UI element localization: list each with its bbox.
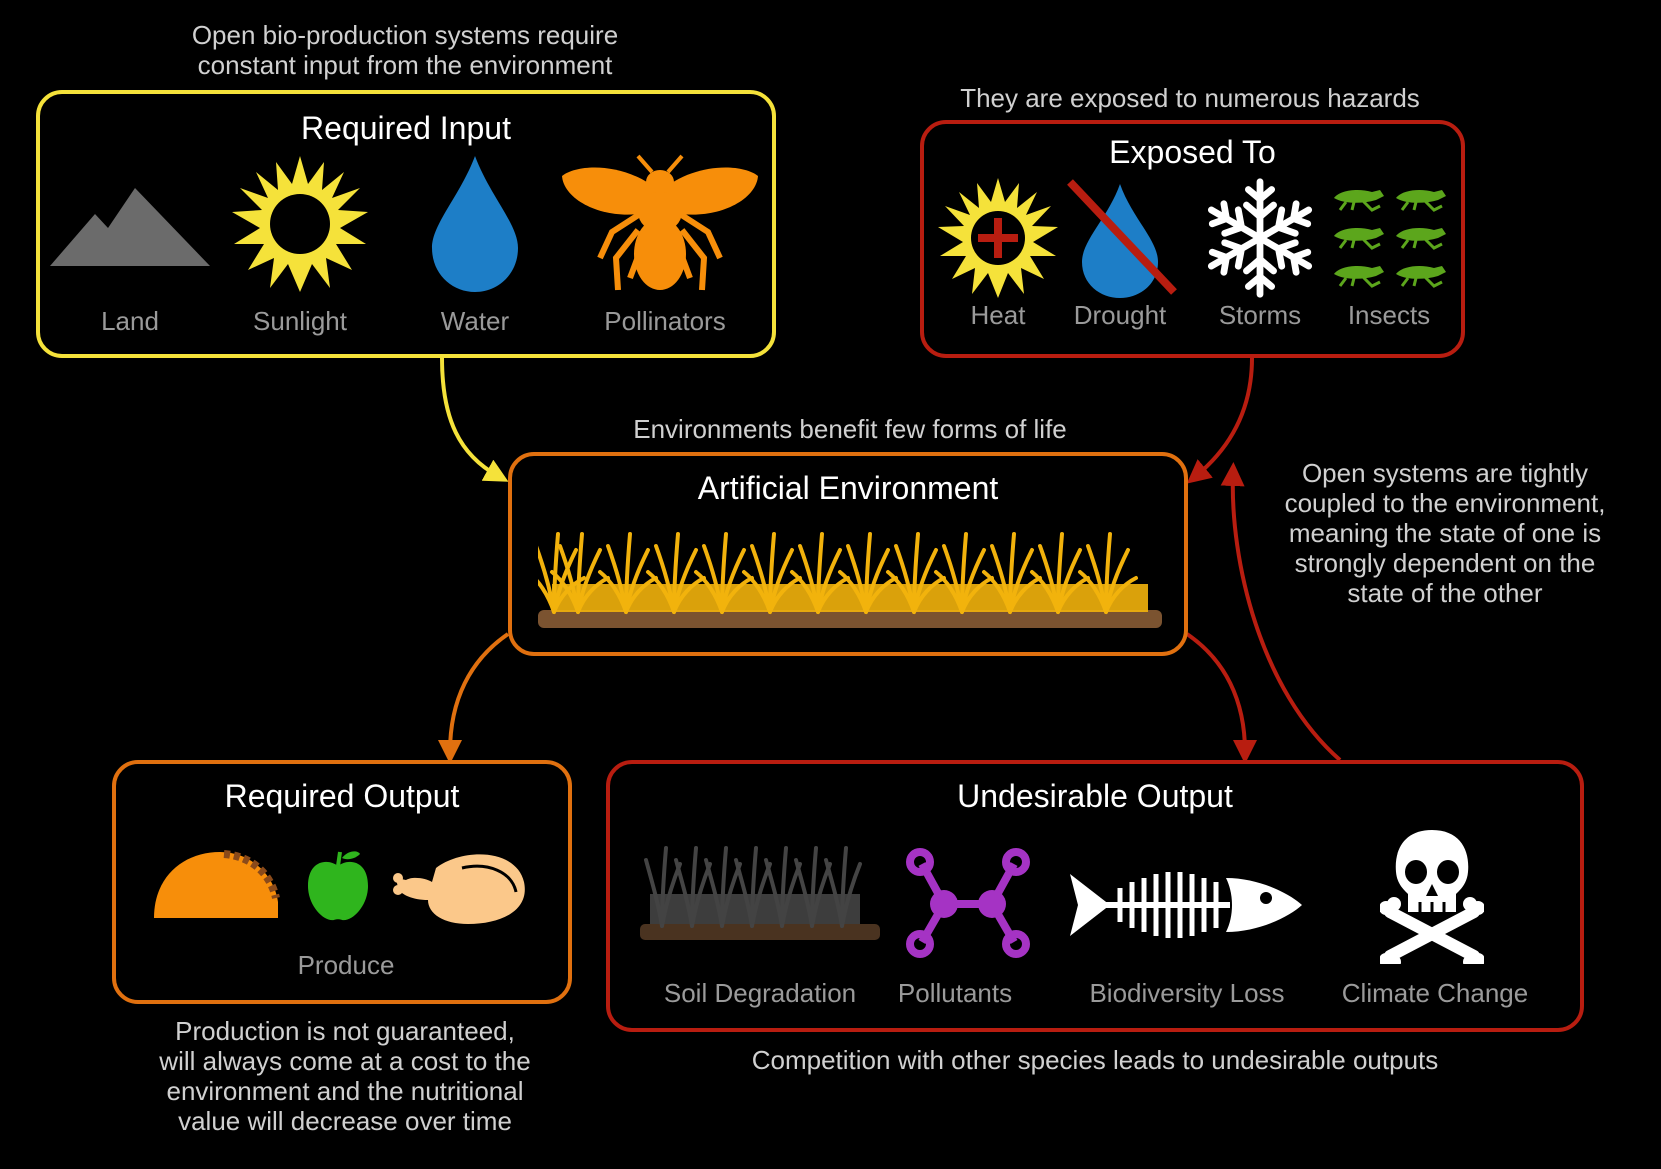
drought-label: Drought	[1073, 300, 1167, 330]
hot-sun-icon	[936, 176, 1060, 300]
artificial-environment-title: Artificial Environment	[697, 470, 999, 506]
pollutants-label: Pollutants	[897, 978, 1013, 1008]
undesirable-output-title: Undesirable Output	[957, 778, 1233, 814]
climate-change-label: Climate Change	[1341, 978, 1529, 1008]
taco-icon	[150, 848, 282, 920]
exposed-to-box: Exposed To Heat Drought	[920, 120, 1465, 358]
note-production-not-guaranteed: Production is not guaranteed, will alway…	[159, 1016, 531, 1136]
snowflake-icon	[1196, 176, 1324, 300]
molecule-icon	[906, 848, 1030, 958]
pollinators-label: Pollinators	[604, 306, 726, 336]
required-input-box: Required Input Land Sunlight Water	[36, 90, 776, 358]
exposed-to-title: Exposed To	[1109, 134, 1276, 170]
apple-icon	[306, 848, 370, 922]
water-drop-icon	[430, 156, 520, 292]
skull-crossbones-icon	[1380, 828, 1484, 964]
crop-field-icon	[538, 528, 1162, 632]
sunlight-label: Sunlight	[253, 306, 347, 336]
arrow-undesirable-feedback	[1220, 462, 1342, 762]
arrow-environment-to-required-output	[438, 632, 510, 764]
note-exposed-hazards: They are exposed to numerous hazards	[960, 83, 1420, 113]
note-tightly-coupled: Open systems are tightly coupled to the …	[1284, 458, 1606, 608]
artificial-environment-box: Artificial Environment	[508, 452, 1188, 656]
dead-grass-icon	[640, 842, 880, 944]
land-label: Land	[101, 306, 159, 336]
required-output-title: Required Output	[224, 778, 460, 814]
grasshopper-icon	[1332, 182, 1452, 292]
produce-label: Produce	[297, 950, 395, 980]
biodiversity-loss-label: Biodiversity Loss	[1089, 978, 1285, 1008]
insects-label: Insects	[1347, 300, 1431, 330]
water-label: Water	[440, 306, 510, 336]
note-competition-undesirable: Competition with other species leads to …	[751, 1045, 1439, 1075]
sun-icon	[230, 154, 370, 294]
no-water-icon	[1062, 174, 1178, 298]
arrow-environment-to-undesirable-output	[1185, 632, 1257, 764]
required-input-title: Required Input	[301, 110, 511, 146]
undesirable-output-box: Undesirable Output Soil Degradation	[606, 760, 1584, 1032]
arrow-input-to-environment	[440, 357, 509, 482]
soil-degradation-label: Soil Degradation	[663, 978, 857, 1008]
required-output-box: Required Output Produce	[112, 760, 572, 1004]
fish-skeleton-icon	[1070, 864, 1304, 946]
note-environment-benefit: Environments benefit few forms of life	[633, 414, 1067, 444]
note-open-systems-require-input: Open bio-production systems require cons…	[191, 20, 619, 80]
mountain-icon	[50, 186, 210, 266]
heat-label: Heat	[970, 300, 1026, 330]
storms-label: Storms	[1218, 300, 1302, 330]
bee-icon	[560, 154, 760, 294]
arrow-hazards-to-environment	[1186, 357, 1254, 484]
chicken-icon	[392, 848, 528, 924]
